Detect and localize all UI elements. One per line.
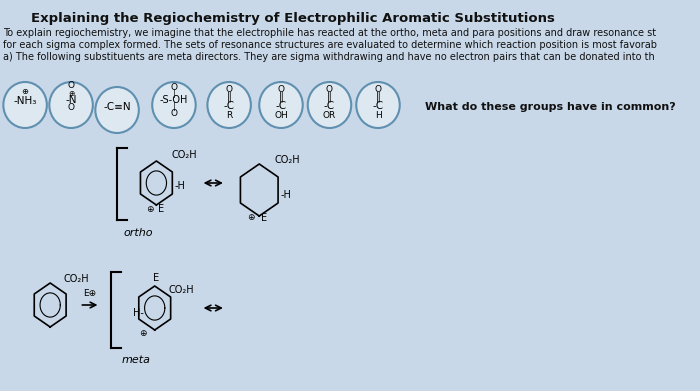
Text: R: R (226, 111, 232, 120)
Text: CO₂H: CO₂H (168, 285, 194, 295)
Text: -C≡N: -C≡N (104, 102, 131, 112)
Text: CO₂H: CO₂H (64, 274, 89, 284)
Text: O: O (277, 84, 284, 93)
Text: -C: -C (275, 101, 286, 111)
Text: -H: -H (281, 190, 292, 200)
Text: a) The following substituents are meta directors. They are sigma withdrawing and: a) The following substituents are meta d… (4, 52, 655, 62)
Text: -C: -C (372, 101, 384, 111)
Text: ‖: ‖ (376, 92, 380, 102)
Text: CO₂H: CO₂H (274, 155, 300, 165)
Text: O: O (374, 84, 382, 93)
Text: for each sigma complex formed. The sets of resonance structures are evaluated to: for each sigma complex formed. The sets … (4, 40, 657, 50)
Text: E: E (158, 204, 164, 214)
Text: -H: -H (175, 181, 186, 191)
Text: O: O (170, 83, 177, 91)
Text: E: E (153, 273, 159, 283)
Ellipse shape (152, 82, 196, 128)
Text: |: | (173, 102, 175, 111)
Text: O: O (170, 108, 177, 118)
Text: O: O (68, 81, 75, 90)
Text: O: O (225, 84, 232, 93)
Text: ⊕: ⊕ (68, 88, 74, 97)
Text: O: O (326, 84, 333, 93)
Ellipse shape (356, 82, 400, 128)
Text: CO₂H: CO₂H (172, 150, 197, 160)
Text: -C: -C (223, 101, 235, 111)
Text: E: E (261, 213, 267, 223)
Text: OR: OR (323, 111, 336, 120)
Ellipse shape (259, 82, 302, 128)
Text: ortho: ortho (124, 228, 153, 238)
Ellipse shape (207, 82, 251, 128)
Text: -S-OH: -S-OH (160, 95, 188, 105)
Ellipse shape (4, 82, 47, 128)
Ellipse shape (308, 82, 351, 128)
Text: ⊕: ⊕ (22, 86, 29, 95)
Text: Explaining the Regiochemistry of Electrophilic Aromatic Substitutions: Explaining the Regiochemistry of Electro… (31, 12, 554, 25)
Text: ⊕: ⊕ (139, 330, 147, 339)
Text: What do these groups have in common?: What do these groups have in common? (425, 102, 676, 112)
Text: ⊕: ⊕ (247, 213, 255, 222)
Text: O: O (68, 102, 75, 111)
Text: -NH₃: -NH₃ (13, 96, 37, 106)
Text: -C: -C (324, 101, 335, 111)
Text: ⊕: ⊕ (146, 204, 153, 213)
Text: meta: meta (121, 355, 150, 365)
Text: ‖: ‖ (227, 92, 232, 102)
Text: ‖: ‖ (279, 92, 284, 102)
Ellipse shape (49, 82, 93, 128)
Text: OH: OH (274, 111, 288, 120)
Text: H: H (374, 111, 382, 120)
Text: ‖: ‖ (327, 92, 332, 102)
Text: E⊕: E⊕ (83, 289, 96, 298)
Text: H-: H- (133, 308, 144, 318)
Ellipse shape (95, 87, 139, 133)
Text: |: | (173, 89, 175, 98)
Text: -N: -N (65, 95, 77, 105)
Text: To explain regiochemistry, we imagine that the electrophile has reacted at the o: To explain regiochemistry, we imagine th… (4, 28, 657, 38)
